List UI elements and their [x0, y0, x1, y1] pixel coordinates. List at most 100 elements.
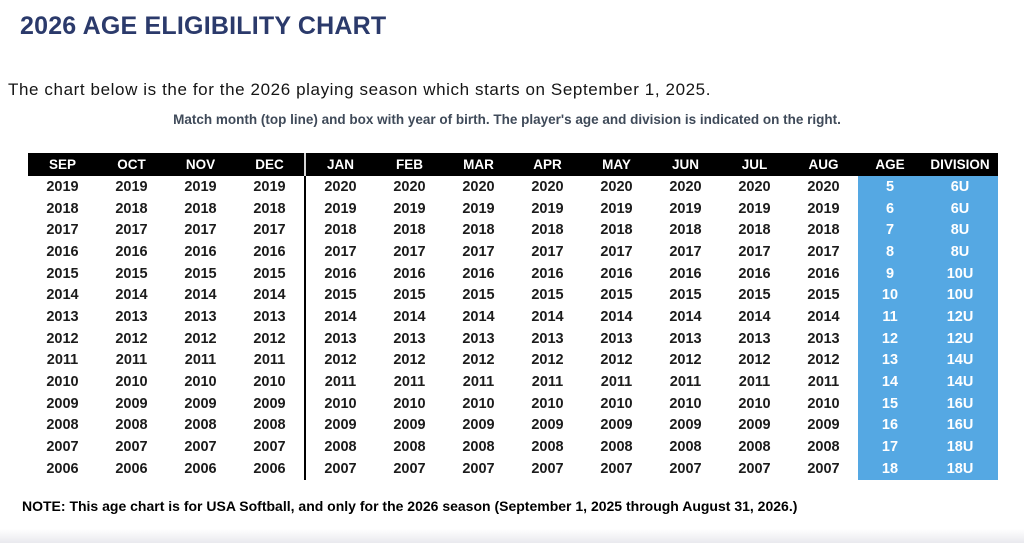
column-header-age: AGE — [858, 153, 922, 176]
year-cell: 2011 — [738, 374, 771, 391]
year-cell: 2018 — [393, 222, 426, 239]
year-cell: 2014 — [393, 308, 426, 325]
column-header-feb: FEB — [375, 153, 444, 176]
division-cell: 6U — [922, 197, 998, 220]
year-cell: 2012 — [393, 352, 426, 369]
year-cell: 2008 — [115, 417, 148, 434]
year-cell: 2014 — [669, 308, 702, 325]
year-cell: 2011 — [253, 352, 286, 369]
year-cell: 2016 — [807, 265, 840, 282]
page-title: 2026 AGE ELIGIBILITY CHART — [20, 12, 387, 40]
age-cell: 6 — [858, 197, 922, 220]
age-cell: 15 — [858, 392, 922, 415]
year-cell: 2007 — [304, 457, 375, 480]
table-row: 2017 2017 2017 2017 2018 2018 2018 2018 2018 2018… — [28, 219, 998, 242]
division-cell: 12U — [922, 327, 998, 350]
year-cell: 2020 — [304, 176, 375, 198]
year-cell: 2019 — [531, 200, 564, 217]
year-cell: 2012 — [184, 330, 217, 347]
bottom-fade — [0, 529, 1024, 543]
year-cell: 2020 — [807, 178, 840, 195]
year-cell: 2020 — [531, 178, 564, 195]
year-cell: 2016 — [184, 243, 217, 260]
age-cell: 9 — [858, 262, 922, 285]
year-cell: 2019 — [600, 200, 633, 217]
age-cell: 5 — [858, 176, 922, 198]
year-cell: 2011 — [304, 371, 375, 393]
year-cell: 2011 — [46, 352, 79, 369]
year-cell: 2009 — [46, 395, 79, 412]
year-cell: 2015 — [738, 287, 771, 304]
year-cell: 2015 — [115, 265, 148, 282]
year-cell: 2018 — [184, 200, 217, 217]
year-cell: 2018 — [462, 222, 495, 239]
year-cell: 2014 — [600, 308, 633, 325]
year-cell: 2006 — [184, 460, 217, 477]
year-cell: 2020 — [393, 178, 426, 195]
year-cell: 2014 — [531, 308, 564, 325]
year-cell: 2007 — [115, 439, 148, 456]
age-cell: 13 — [858, 349, 922, 372]
year-cell: 2013 — [184, 308, 217, 325]
year-cell: 2009 — [462, 417, 495, 434]
year-cell: 2016 — [393, 265, 426, 282]
table-body: 2019 2019 2019 2019 2020 2020 2020 2020 2020 2020… — [28, 176, 998, 480]
table-row: 2013 2013 2013 2013 2014 2014 2014 2014 2014 2014… — [28, 306, 998, 328]
column-header-aug: AUG — [789, 153, 858, 176]
age-eligibility-table: SEP OCT NOV DEC JAN FEB MAR APR MAY JUN JUL AUG AGE D… — [28, 153, 998, 480]
year-cell: 2017 — [531, 243, 564, 260]
division-cell: 8U — [922, 241, 998, 263]
year-cell: 2010 — [393, 395, 426, 412]
division-cell: 10U — [922, 284, 998, 307]
year-cell: 2015 — [807, 287, 840, 304]
year-cell: 2010 — [738, 395, 771, 412]
column-header-dec: DEC — [235, 153, 305, 176]
year-cell: 2010 — [669, 395, 702, 412]
year-cell: 2013 — [807, 330, 840, 347]
year-cell: 2011 — [462, 374, 495, 391]
table-header: SEP OCT NOV DEC JAN FEB MAR APR MAY JUN JUL AUG AGE D… — [28, 153, 998, 176]
instruction-text: Match month (top line) and box with year… — [173, 112, 841, 127]
division-cell: 10U — [922, 262, 998, 285]
table-header-row: SEP OCT NOV DEC JAN FEB MAR APR MAY JUN JUL AUG AGE D… — [28, 153, 998, 176]
year-cell: 2013 — [115, 308, 148, 325]
year-cell: 2012 — [531, 352, 564, 369]
year-cell: 2015 — [253, 265, 286, 282]
division-cell: 16U — [922, 414, 998, 437]
year-cell: 2019 — [669, 200, 702, 217]
year-cell: 2008 — [393, 439, 426, 456]
table-row: 2016 2016 2016 2016 2017 2017 2017 2017 2017 2017… — [28, 241, 998, 263]
year-cell: 2011 — [600, 374, 633, 391]
year-cell: 2012 — [462, 352, 495, 369]
year-cell: 2019 — [46, 178, 79, 195]
age-cell: 11 — [858, 306, 922, 328]
year-cell: 2019 — [304, 197, 375, 220]
age-cell: 16 — [858, 414, 922, 437]
year-cell: 2010 — [462, 395, 495, 412]
table-row: 2010 2010 2010 2010 2011 2011 2011 2011 2011 2011… — [28, 371, 998, 393]
year-cell: 2008 — [462, 439, 495, 456]
year-cell: 2018 — [600, 222, 633, 239]
year-cell: 2010 — [184, 374, 217, 391]
year-cell: 2017 — [46, 222, 79, 239]
year-cell: 2012 — [253, 330, 286, 347]
year-cell: 2008 — [184, 417, 217, 434]
division-cell: 18U — [922, 436, 998, 458]
year-cell: 2017 — [253, 222, 286, 239]
year-cell: 2006 — [46, 460, 79, 477]
age-cell: 14 — [858, 371, 922, 393]
year-cell: 2006 — [115, 460, 148, 477]
year-cell: 2017 — [393, 243, 426, 260]
column-header-oct: OCT — [97, 153, 166, 176]
year-cell: 2008 — [304, 436, 375, 458]
column-header-may: MAY — [582, 153, 651, 176]
year-cell: 2010 — [115, 374, 148, 391]
year-cell: 2012 — [600, 352, 633, 369]
year-cell: 2015 — [462, 287, 495, 304]
year-cell: 2017 — [304, 241, 375, 263]
year-cell: 2008 — [253, 417, 286, 434]
year-cell: 2015 — [531, 287, 564, 304]
table-row: 2012 2012 2012 2012 2013 2013 2013 2013 2013 2013… — [28, 327, 998, 350]
year-cell: 2008 — [669, 439, 702, 456]
year-cell: 2017 — [669, 243, 702, 260]
